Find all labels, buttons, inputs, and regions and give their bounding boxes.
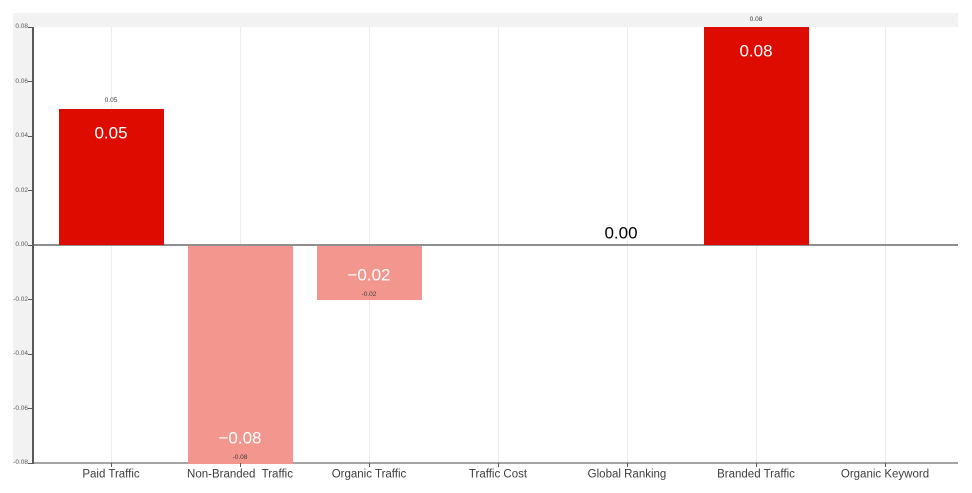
bar (316, 245, 422, 300)
y-tick-label: -0.02 (13, 295, 28, 303)
y-tick-label: -0.08 (13, 459, 28, 466)
category-label: Global Ranking (587, 468, 667, 481)
category-label: Traffic Cost (468, 468, 528, 481)
y-tick-mark (28, 244, 32, 246)
x-tick-mark (239, 463, 241, 467)
y-tick-mark (28, 408, 32, 409)
y-tick-label: 0.08 (15, 23, 28, 30)
category-label: Organic Keyword (840, 468, 930, 481)
x-tick-mark (884, 463, 886, 467)
small-value-label: 0.08 (749, 15, 763, 23)
y-tick-mark (28, 299, 32, 300)
y-tick-label: -0.06 (13, 404, 28, 412)
x-tick-mark (755, 463, 757, 467)
category-label: Branded Traffic (717, 468, 795, 481)
y-tick-label: 0.04 (15, 132, 28, 139)
x-tick-mark (368, 463, 370, 467)
y-tick-label: -0.04 (13, 350, 28, 357)
bar-value-label: −0.02 (347, 265, 391, 284)
bar (703, 27, 809, 245)
category-label: Non-Branded Traffic (187, 468, 293, 481)
small-value-label: -0.02 (361, 290, 377, 298)
small-value-label: -0.08 (232, 453, 248, 461)
category-label: Organic Traffic (331, 468, 407, 481)
small-value-label: 0.05 (104, 97, 118, 104)
y-tick-label: 0.00 (15, 241, 28, 248)
x-tick-mark (497, 463, 499, 467)
bar-value-label: −0.08 (218, 428, 262, 448)
bar-value-label: 0.00 (604, 223, 638, 243)
y-axis-line (32, 27, 34, 464)
y-tick-mark (28, 135, 32, 137)
bar-value-label: 0.08 (739, 41, 773, 61)
x-tick-mark (110, 463, 112, 467)
bar (58, 108, 164, 245)
bar (187, 245, 293, 464)
y-tick-label: 0.02 (15, 186, 28, 194)
category-label: Paid Traffic (82, 468, 140, 481)
plot-bottom-border (33, 462, 958, 464)
zero-axis-line (33, 244, 958, 246)
bar-value-label: 0.05 (94, 123, 128, 143)
y-tick-mark (28, 81, 32, 82)
y-tick-label: 0.06 (15, 77, 28, 85)
y-tick-mark (28, 353, 32, 355)
y-tick-mark (28, 190, 32, 191)
y-tick-mark (28, 26, 32, 28)
y-tick-mark (28, 462, 32, 464)
x-tick-mark (626, 463, 628, 467)
